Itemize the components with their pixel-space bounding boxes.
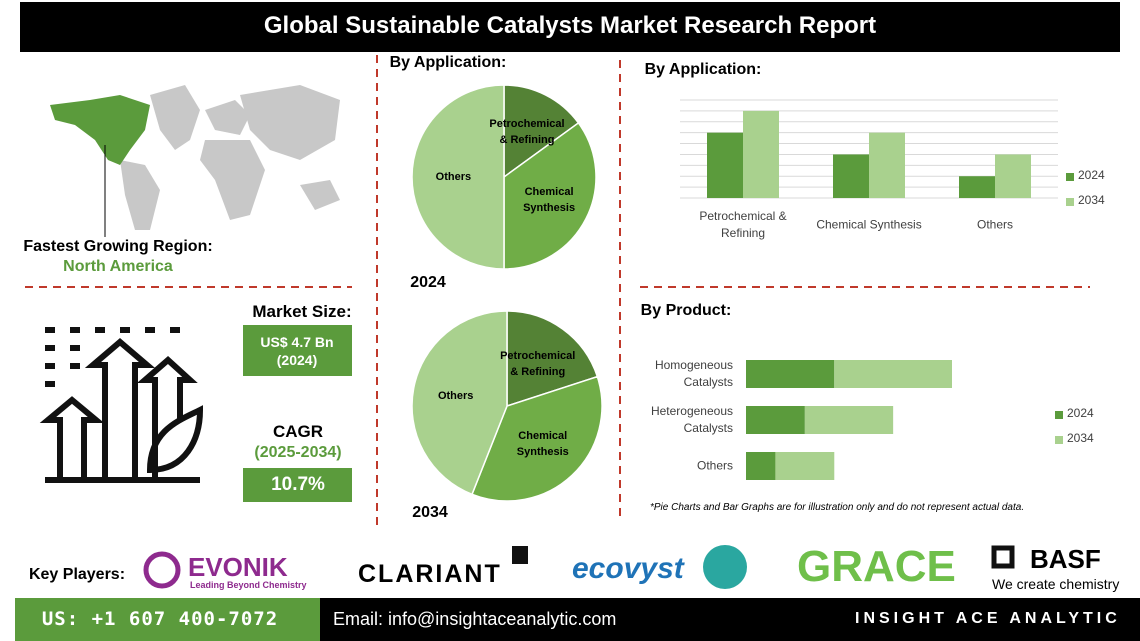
legend-label: 2034	[1078, 193, 1105, 207]
company: EVONIK	[188, 552, 288, 582]
chart-title: By Application:	[644, 61, 762, 78]
pie-label: Petrochemical & Refining	[500, 349, 576, 378]
region-label: Fastest Growing Region:	[23, 238, 213, 255]
bar	[869, 132, 905, 198]
bar	[746, 360, 835, 388]
pie-label: Others	[437, 390, 474, 403]
title: Global Sustainable Catalysts Market Rese…	[263, 12, 877, 39]
company-tagline: Leading Beyond Chemistry	[190, 580, 307, 590]
legend-label: 2034	[1067, 431, 1094, 445]
evonik-logo	[143, 551, 181, 589]
legend-label: 2024	[1067, 406, 1094, 420]
brand: INSIGHT ACE ANALYTIC	[855, 610, 1121, 627]
footer-right	[320, 598, 1140, 641]
bar	[804, 406, 894, 434]
north-america	[50, 95, 150, 165]
legend-label: 2024	[1078, 168, 1105, 182]
legend-swatch	[1055, 436, 1063, 444]
bar	[834, 360, 952, 388]
ecovyst-logo	[703, 545, 747, 589]
clariant-logo	[512, 546, 528, 564]
legend-swatch	[1066, 198, 1074, 206]
pie-label: Others	[435, 171, 472, 183]
region-value: North America	[63, 258, 173, 275]
pie-slice	[411, 84, 505, 270]
market-size-box	[243, 325, 352, 376]
pie-label: Chemical Synthesis	[523, 185, 576, 214]
bar	[833, 154, 869, 198]
y-tick-label: Others	[696, 458, 733, 473]
cagr-period: (2025-2034)	[254, 444, 342, 461]
x-tick-label: Others	[976, 217, 1013, 232]
x-tick-label: Petrochemical & Refining	[699, 209, 787, 240]
bar	[995, 154, 1031, 198]
world-map	[120, 85, 340, 230]
footer-left	[15, 598, 320, 641]
market-size-value: US$ 4.7 Bn (2024)	[260, 334, 334, 368]
company-tagline: We create chemistry	[992, 576, 1120, 592]
note: *Pie Charts and Bar Graphs are for illus…	[650, 502, 1025, 513]
pie-year: 2034	[412, 504, 448, 521]
cagr-label: CAGR	[272, 422, 324, 441]
legend-swatch	[1066, 173, 1074, 181]
bar	[775, 452, 835, 480]
pie-slice	[506, 310, 599, 408]
cagr-value: 10.7%	[271, 474, 325, 495]
cagr-box	[243, 468, 352, 502]
pie-slice	[503, 84, 580, 179]
header-bar	[20, 2, 1120, 52]
company: CLARIANT	[358, 560, 502, 588]
bar	[959, 176, 995, 198]
pie-slice	[471, 375, 603, 502]
bar	[746, 406, 805, 434]
y-tick-label: Heterogeneous Catalysts	[650, 404, 733, 435]
basf-logo	[991, 545, 1015, 569]
bar	[746, 452, 776, 480]
key-players-label: Key Players:	[28, 566, 126, 583]
pie-label: Petrochemical & Refining	[489, 117, 565, 146]
chart-title: By Product:	[640, 302, 732, 319]
dividers	[25, 55, 1090, 525]
pie-label: Chemical Synthesis	[516, 430, 569, 459]
y-tick-label: Homogeneous Catalysts	[654, 358, 733, 389]
email: Email: info@insightaceanalytic.com	[333, 609, 617, 629]
company: BASF	[1030, 544, 1101, 574]
chart-title: By Application:	[389, 54, 507, 71]
company: ecovyst	[572, 552, 684, 585]
growth-icon	[39, 327, 204, 483]
phone: US: +1 607 400-7072	[41, 608, 279, 630]
bar	[743, 110, 779, 198]
bar	[707, 132, 743, 198]
company: GRACE	[797, 542, 956, 591]
pie-year: 2024	[410, 274, 446, 291]
x-tick-label: Chemical Synthesis	[816, 217, 922, 232]
pie-slice	[503, 121, 597, 270]
legend-swatch	[1055, 411, 1063, 419]
pie-slice	[411, 310, 508, 496]
market-size-label: Market Size:	[252, 302, 352, 321]
